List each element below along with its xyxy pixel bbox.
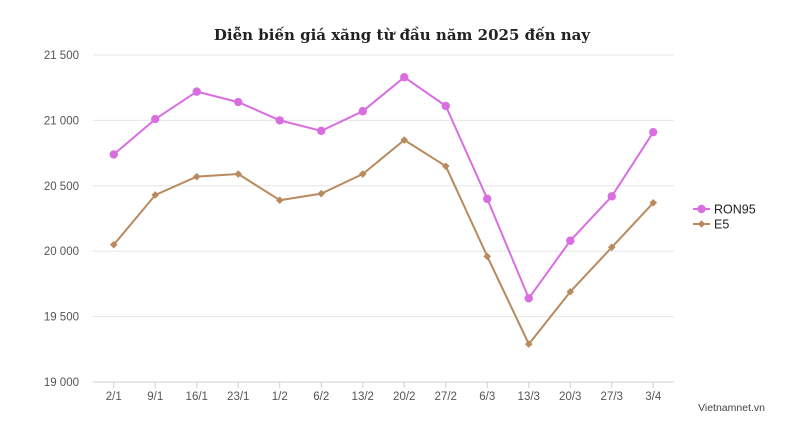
- x-tick-label: 6/3: [479, 391, 495, 403]
- legend-label-e5: E5: [714, 218, 729, 232]
- y-tick-label: 19 500: [44, 312, 79, 324]
- data-point-ron95[interactable]: [358, 107, 367, 116]
- data-point-e5[interactable]: [234, 170, 243, 178]
- data-point-e5[interactable]: [524, 340, 533, 348]
- x-tick-label: 20/3: [559, 391, 581, 403]
- data-point-ron95[interactable]: [483, 194, 492, 204]
- data-point-ron95[interactable]: [234, 97, 243, 107]
- data-point-ron95[interactable]: [400, 73, 409, 82]
- y-tick-label: 21 000: [44, 115, 79, 127]
- series-group: [109, 73, 658, 348]
- data-point-ron95[interactable]: [566, 236, 575, 245]
- data-point-e5[interactable]: [192, 172, 201, 181]
- x-tick-label: 23/1: [227, 391, 249, 403]
- y-axis: 19 000 19 500 20 000 20 500 21 000 21 500: [44, 50, 79, 389]
- x-tick-label: 13/2: [352, 391, 374, 403]
- data-point-e5[interactable]: [566, 287, 575, 296]
- x-tick-label: 27/3: [601, 391, 623, 403]
- data-point-ron95[interactable]: [317, 126, 326, 136]
- data-point-e5[interactable]: [400, 136, 409, 144]
- data-point-ron95[interactable]: [441, 101, 450, 111]
- data-point-ron95[interactable]: [109, 150, 118, 159]
- data-point-ron95[interactable]: [192, 87, 201, 96]
- legend-marker-e5: [697, 220, 706, 228]
- data-point-ron95[interactable]: [524, 294, 533, 303]
- grid-lines: [93, 54, 674, 383]
- data-point-e5[interactable]: [649, 199, 658, 207]
- data-point-e5[interactable]: [483, 252, 492, 261]
- data-point-e5[interactable]: [358, 170, 367, 178]
- y-tick-label: 21 500: [44, 50, 79, 62]
- y-tick-label: 20 500: [44, 181, 79, 193]
- x-tick-label: 27/2: [435, 391, 457, 403]
- x-tick-label: 1/2: [272, 391, 288, 403]
- x-tick-label: 2/1: [106, 391, 122, 403]
- series-line-ron95: [113, 76, 655, 300]
- x-tick-label: 16/1: [186, 391, 208, 403]
- legend-item-e5[interactable]: E5: [693, 218, 729, 232]
- data-point-e5[interactable]: [275, 196, 284, 204]
- x-tick-label: 3/4: [645, 391, 662, 403]
- y-tick-label: 20 000: [44, 246, 79, 258]
- x-tick-label: 9/1: [147, 391, 163, 403]
- x-tick-label: 20/2: [393, 391, 415, 403]
- legend-label-ron95: RON95: [714, 203, 756, 217]
- data-point-ron95[interactable]: [275, 116, 284, 125]
- x-tick-label: 6/2: [313, 391, 329, 403]
- data-point-ron95[interactable]: [607, 192, 616, 201]
- data-point-e5[interactable]: [441, 162, 450, 170]
- y-tick-label: 19 000: [44, 377, 79, 389]
- data-point-e5[interactable]: [317, 189, 326, 198]
- series-line-e5: [113, 139, 655, 346]
- legend-marker-ron95: [697, 204, 706, 214]
- data-point-e5[interactable]: [607, 243, 616, 252]
- x-axis: 2/1 9/1 16/1 23/1 1/2 6/2 13/2 20/2 27/2 6/3 13/3 2…: [106, 382, 662, 403]
- data-point-ron95[interactable]: [151, 114, 160, 124]
- data-point-ron95[interactable]: [649, 127, 658, 137]
- chart-title: Diễn biến giá xăng từ đầu năm 2025 đến n…: [214, 26, 592, 44]
- data-point-e5[interactable]: [109, 240, 118, 249]
- data-point-e5[interactable]: [151, 191, 160, 199]
- x-tick-label: 13/3: [518, 391, 540, 403]
- legend-item-ron95[interactable]: RON95: [693, 203, 756, 217]
- source-label: Vietnamnet.vn: [698, 402, 765, 414]
